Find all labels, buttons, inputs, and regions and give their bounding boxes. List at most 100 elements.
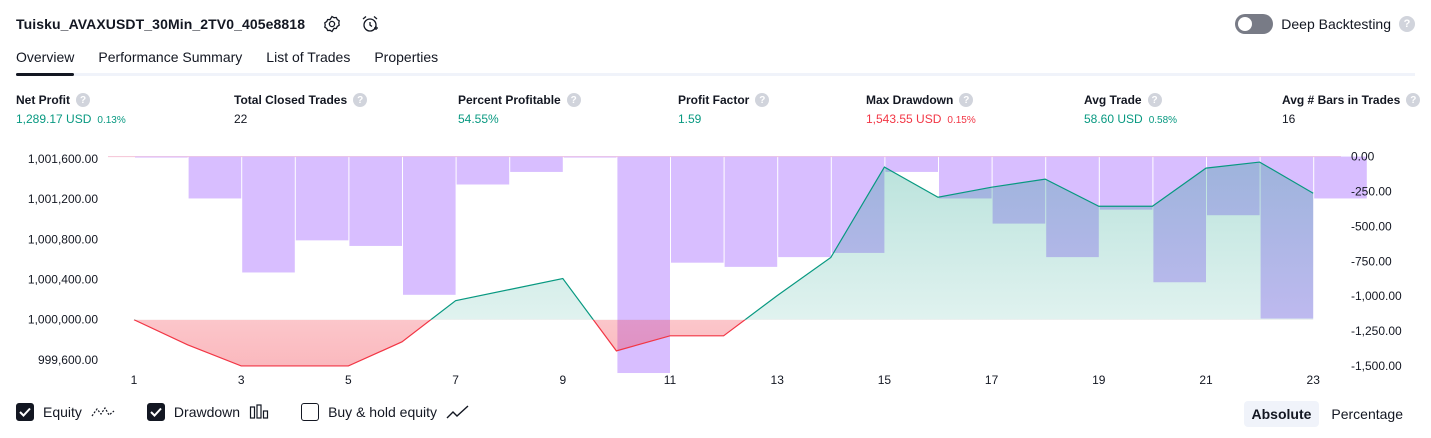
metric-value: 54.55%	[458, 112, 499, 126]
left-tick-label: 1,000,400.00	[28, 273, 98, 287]
left-tick-label: 1,000,000.00	[28, 313, 98, 327]
mode-absolute-button[interactable]: Absolute	[1243, 401, 1320, 427]
tab-properties[interactable]: Properties	[374, 49, 439, 65]
equity-drawdown-chart[interactable]: 1,001,600.00 1,001,200.00 1,000,800.00 1,00…	[0, 136, 1431, 396]
x-tick-label: 5	[345, 373, 352, 387]
drawdown-bar	[671, 156, 724, 263]
equity-checkbox[interactable]	[16, 403, 34, 421]
metric-value: 58.60 USD 0.58%	[1084, 112, 1178, 126]
x-tick-label: 17	[985, 373, 999, 387]
metric-total-closed-trades: Total Closed Trades? 22	[234, 93, 368, 126]
info-icon[interactable]: ?	[1406, 93, 1421, 107]
metric-avg-trade: Avg Trade? 58.60 USD 0.58%	[1084, 93, 1177, 126]
info-icon[interactable]: ?	[755, 93, 770, 107]
metric-value: 16	[1282, 112, 1296, 126]
drawdown-checkbox[interactable]	[146, 403, 165, 421]
help-icon[interactable]: ?	[1399, 16, 1415, 32]
metric-label: Avg # Bars in Trades?	[1282, 93, 1421, 107]
right-tick-label: -1,250.00	[1351, 324, 1402, 338]
x-tick-label: 1	[131, 373, 138, 387]
x-tick-label: 21	[1199, 373, 1213, 387]
left-axis: 1,001,600.00 1,001,200.00 1,000,800.00 1,00…	[28, 152, 98, 367]
drawdown-bar	[188, 156, 242, 199]
metric-max-drawdown: Max Drawdown? 1,543.55 USD 0.15%	[866, 93, 976, 126]
drawdown-bars-icon	[249, 404, 269, 419]
legend-drawdown[interactable]: Drawdown	[146, 403, 269, 421]
drawdown-bar	[724, 156, 778, 267]
metric-value: 1,289.17 USD 0.13%	[16, 112, 126, 126]
left-tick-label: 1,001,600.00	[28, 152, 98, 166]
x-tick-label: 7	[452, 373, 459, 387]
tab-performance-summary[interactable]: Performance Summary	[98, 49, 243, 65]
left-tick-label: 999,600.00	[38, 353, 98, 367]
info-icon[interactable]: ?	[76, 93, 90, 107]
metric-avg-bars-in-trades: Avg # Bars in Trades? 16	[1282, 93, 1421, 126]
tab-list-of-trades[interactable]: List of Trades	[266, 49, 351, 65]
buy-hold-checkbox[interactable]	[301, 403, 320, 421]
equity-line-profit	[134, 161, 1314, 320]
metric-label: Percent Profitable?	[458, 93, 581, 107]
info-icon[interactable]: ?	[566, 93, 581, 107]
equity-line	[133, 161, 1314, 367]
report-header: Tuisku_AVAXUSDT_30Min_2TV0_405e8818	[16, 12, 381, 36]
x-tick-label: 15	[878, 373, 892, 387]
info-icon[interactable]: ?	[1147, 93, 1162, 107]
metric-value: 22	[234, 112, 248, 126]
drawdown-bar	[295, 156, 349, 241]
right-tick-label: -1,500.00	[1351, 359, 1402, 373]
metric-value: 1,543.55 USD 0.15%	[866, 112, 976, 126]
strategy-title: Tuisku_AVAXUSDT_30Min_2TV0_405e8818	[16, 16, 306, 32]
report-tabs: Overview Performance Summary List of Tra…	[16, 46, 1415, 76]
equity-loss-area	[134, 319, 1314, 366]
x-tick-label: 13	[771, 373, 785, 387]
x-tick-label: 11	[664, 373, 677, 387]
metric-label: Net Profit?	[16, 93, 126, 107]
info-icon[interactable]: ?	[353, 93, 368, 107]
drawdown-bar	[456, 156, 510, 185]
right-tick-label: 0.00	[1351, 150, 1375, 164]
x-tick-label: 9	[559, 373, 566, 387]
metric-label: Max Drawdown?	[866, 93, 976, 107]
metric-net-profit: Net Profit? 1,289.17 USD 0.13%	[16, 93, 126, 126]
equity-line-loss	[133, 319, 747, 367]
settings-icon[interactable]	[321, 13, 343, 35]
drawdown-bar	[1314, 156, 1367, 199]
equity-area	[134, 162, 1314, 366]
drawdown-bar	[510, 156, 563, 172]
drawdown-bar	[135, 156, 188, 158]
value-mode-switch: Absolute Percentage	[1243, 401, 1412, 427]
drawdown-bar	[1099, 156, 1153, 210]
metric-profit-factor: Profit Factor? 1.59	[678, 93, 770, 126]
drawdown-bar	[242, 156, 295, 273]
left-tick-label: 1,001,200.00	[28, 192, 98, 206]
equity-line-icon	[91, 406, 115, 417]
tab-overview[interactable]: Overview	[16, 46, 75, 76]
legend-label: Drawdown	[173, 404, 241, 420]
chart-legend: Equity Drawdown Buy & hold equity	[16, 403, 470, 421]
legend-buy-hold-equity[interactable]: Buy & hold equity	[301, 403, 470, 421]
right-axis: 0.00 -250.00 -500.00 -750.00 -1,000.00 -1,250…	[1351, 150, 1402, 373]
deep-backtesting-control: Deep Backtesting ?	[1235, 12, 1415, 36]
metric-value: 1.59	[678, 112, 702, 126]
x-axis: 1 3 5 7 9 11 13 15 17 19 21 23	[131, 373, 1321, 387]
legend-equity[interactable]: Equity	[16, 403, 115, 421]
deep-backtesting-toggle[interactable]	[1235, 14, 1274, 34]
right-tick-label: -500.00	[1351, 219, 1392, 233]
legend-label: Equity	[43, 404, 82, 420]
drawdown-bar	[778, 156, 831, 258]
alarm-clock-icon[interactable]	[359, 13, 381, 35]
mode-percentage-button[interactable]: Percentage	[1331, 406, 1403, 422]
drawdown-bar	[403, 156, 456, 295]
metric-percent-profitable: Percent Profitable? 54.55%	[458, 93, 581, 126]
metrics-row: Net Profit? 1,289.17 USD 0.13% Total Clos…	[16, 93, 1421, 133]
drawdown-bar	[349, 156, 402, 246]
metric-label: Total Closed Trades?	[234, 93, 368, 107]
deep-backtesting-label: Deep Backtesting	[1281, 16, 1391, 32]
metric-label: Avg Trade?	[1084, 93, 1177, 107]
info-icon[interactable]: ?	[959, 93, 974, 107]
left-tick-label: 1,000,800.00	[28, 232, 98, 246]
x-tick-label: 19	[1092, 373, 1106, 387]
x-tick-label: 3	[238, 373, 245, 387]
drawdown-bar	[563, 156, 617, 158]
legend-label: Buy & hold equity	[328, 404, 438, 420]
